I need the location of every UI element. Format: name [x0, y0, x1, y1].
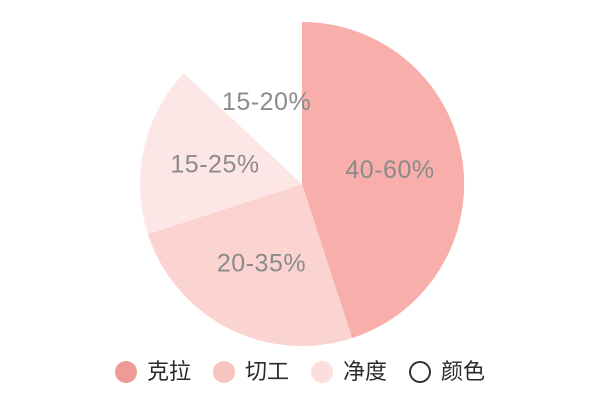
pie-slice-label-3: 15-25% [170, 151, 259, 179]
legend-marker-carat-circle-icon [114, 361, 137, 383]
pie-slice-1 [302, 21, 465, 339]
pie-slice-4 [183, 22, 302, 184]
legend-label-clarity: 净度 [343, 359, 388, 384]
legend-label-cut: 切工 [244, 359, 289, 384]
legend-item-color: 颜色 [409, 361, 485, 383]
legend-item-cut: 切工 [212, 359, 289, 384]
pie-slice-label-4: 15-20% [222, 88, 311, 116]
chart-legend: 克拉 切工 净度 颜色 [0, 354, 600, 390]
pie-slice-label-1: 40-60% [345, 156, 434, 184]
legend-item-clarity: 净度 [311, 361, 387, 383]
legend-label-carat: 克拉 [146, 359, 191, 384]
pie-slice-label-2: 20-35% [217, 249, 306, 277]
pie-slice-3 [139, 73, 302, 235]
pie-slice-2 [147, 184, 353, 347]
legend-marker-color-circle-icon [409, 361, 432, 383]
legend-label-color: 颜色 [441, 359, 486, 384]
legend-item-carat: 克拉 [114, 359, 191, 384]
legend-marker-clarity-circle-icon [311, 361, 333, 383]
legend-marker-cut-circle-icon [212, 361, 235, 383]
